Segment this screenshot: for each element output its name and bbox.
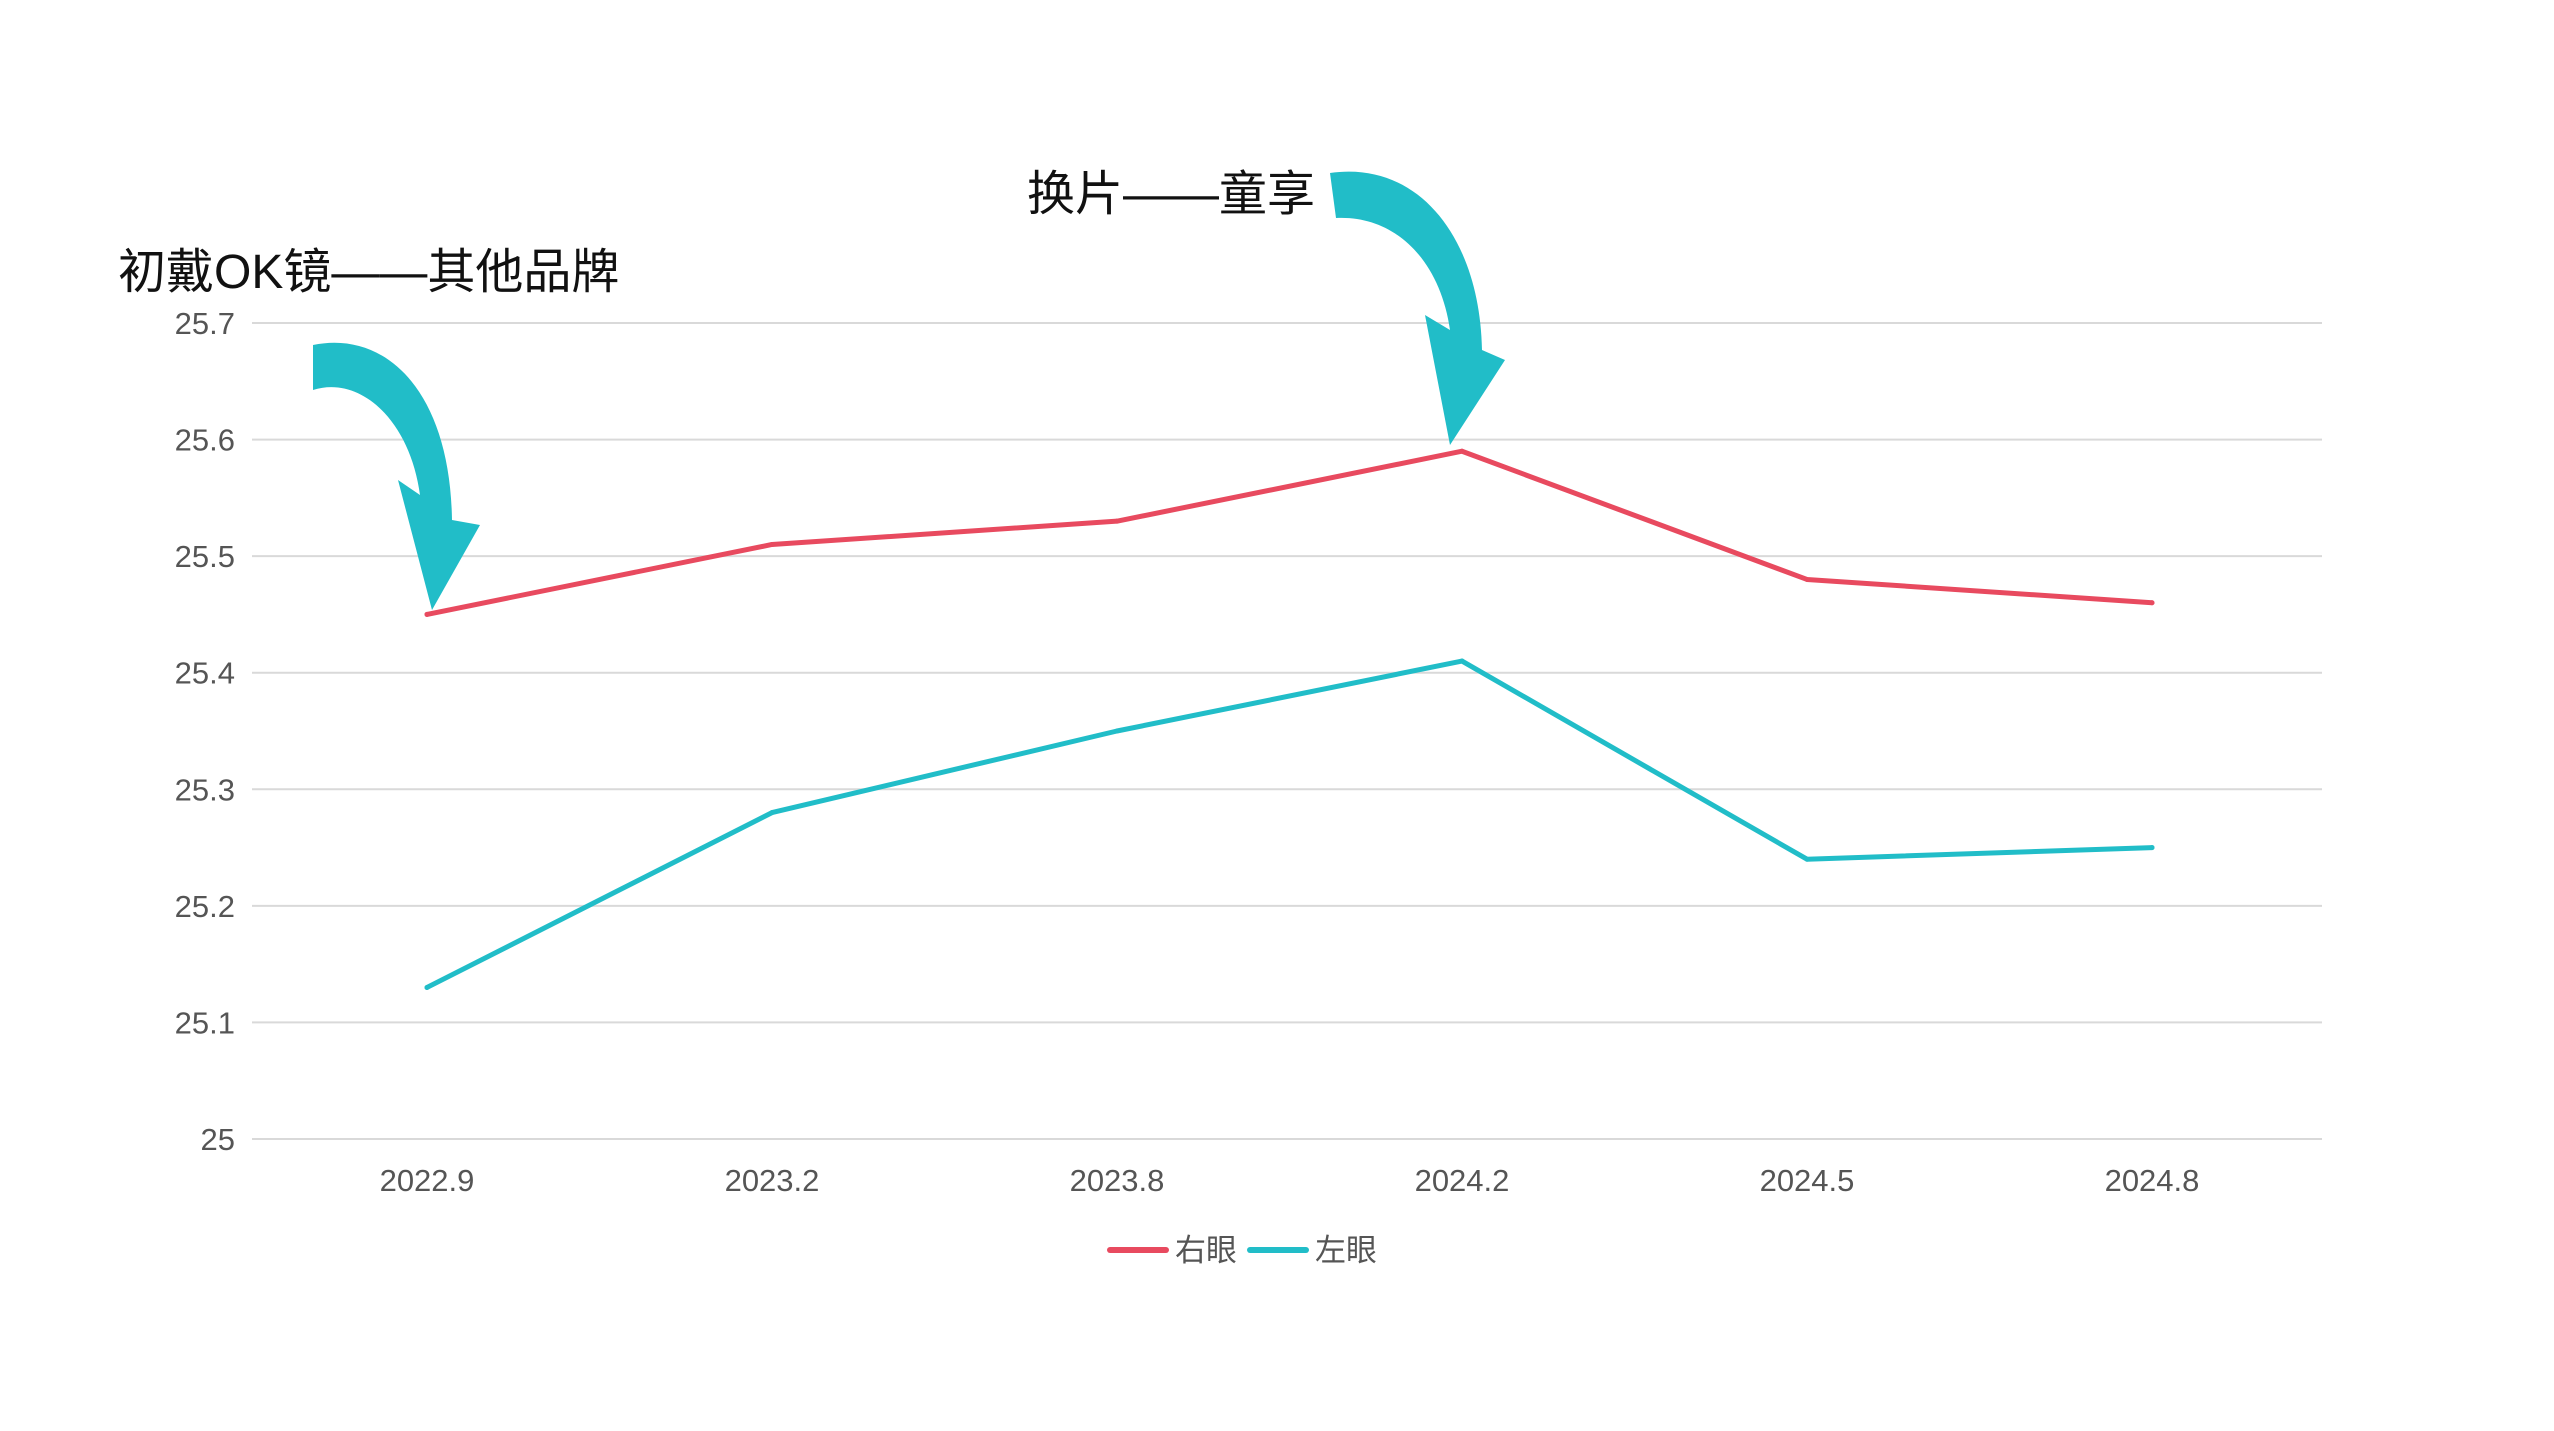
y-tick-label: 25.7 [175,306,235,341]
annotation-label: 初戴OK镜——其他品牌 [118,246,619,299]
data-point [1804,576,1810,582]
series-line-0 [424,448,2155,617]
data-point [1459,658,1465,664]
legend-label: 右眼 [1175,1233,1237,1268]
annotation-arrow [313,342,480,610]
y-tick-label: 25.1 [175,1005,235,1040]
legend-label: 左眼 [1315,1233,1377,1268]
annotation-arrow [1330,171,1505,445]
y-tick-label: 25.4 [175,656,235,691]
x-tick-label: 2023.2 [725,1163,820,1198]
data-point [769,541,775,547]
x-axis-ticks: 2022.9 2023.2 2023.8 2024.2 2024.5 2024.8 [380,1163,2200,1198]
data-point [1459,448,1465,454]
y-tick-label: 25.6 [175,423,235,458]
y-tick-label: 25.3 [175,772,235,807]
x-tick-label: 2024.8 [2105,1163,2200,1198]
series-lines [424,448,2155,990]
annotation-label: 换片——童享 [1027,168,1315,221]
x-tick-label: 2023.8 [1070,1163,1165,1198]
legend: 右眼 左眼 [1107,1233,1377,1268]
x-tick-label: 2022.9 [380,1163,475,1198]
data-point [1804,856,1810,862]
data-point [1114,728,1120,734]
y-tick-label: 25 [201,1122,235,1157]
x-tick-label: 2024.2 [1415,1163,1510,1198]
data-point [424,984,430,990]
y-tick-label: 25.2 [175,889,235,924]
data-point [424,611,430,617]
data-point [2149,845,2155,851]
x-tick-label: 2024.5 [1760,1163,1855,1198]
annotations: 初戴OK镜——其他品牌 换片——童享 [118,168,1505,610]
data-point [769,810,775,816]
gridlines [252,322,2322,1140]
data-point [2149,600,2155,606]
series-line-1 [424,658,2155,990]
y-tick-label: 25.5 [175,539,235,574]
y-axis-ticks: 25 25.1 25.2 25.3 25.4 25.5 25.6 25.7 [175,306,235,1157]
data-point [1114,518,1120,524]
